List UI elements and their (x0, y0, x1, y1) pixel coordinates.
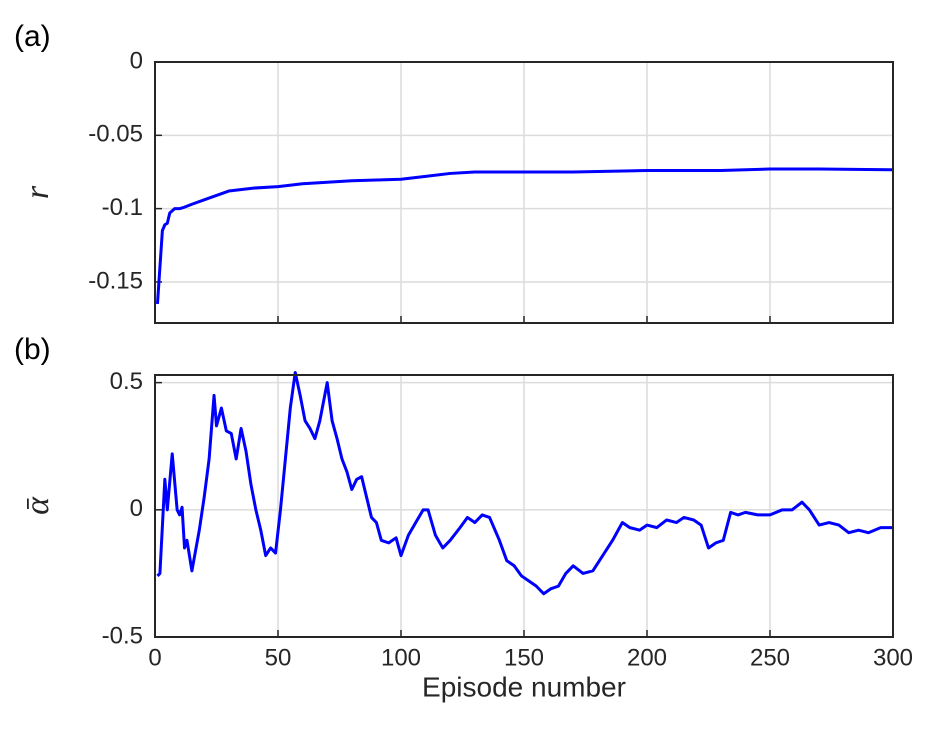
y-tick-label: -0.1 (102, 194, 143, 221)
y-tick-label: -0.05 (88, 121, 143, 148)
x-axis-label: Episode number (422, 671, 626, 702)
x-tick-label: 150 (504, 644, 544, 671)
y-tick-label: -0.15 (88, 267, 143, 294)
axes-box (154, 61, 894, 324)
x-tick-label: 200 (627, 644, 667, 671)
panel-label: (b) (14, 333, 51, 366)
data-line (156, 370, 893, 596)
axes-box (154, 374, 894, 638)
y-axis-label: r (19, 185, 56, 199)
panel-label: (a) (14, 20, 51, 53)
x-tick-label: 300 (873, 644, 913, 671)
y-tick-label: 0 (130, 47, 143, 74)
y-axis-label: ᾱ (19, 496, 56, 515)
x-tick-label: 100 (381, 644, 421, 671)
x-tick-label: 250 (750, 644, 790, 671)
y-tick-label: 0.5 (110, 368, 143, 395)
y-tick-label: 0 (130, 495, 143, 522)
x-tick-label: 0 (148, 644, 161, 671)
data-line (155, 167, 894, 305)
y-tick-label: -0.5 (102, 622, 143, 649)
x-tick-label: 50 (265, 644, 292, 671)
